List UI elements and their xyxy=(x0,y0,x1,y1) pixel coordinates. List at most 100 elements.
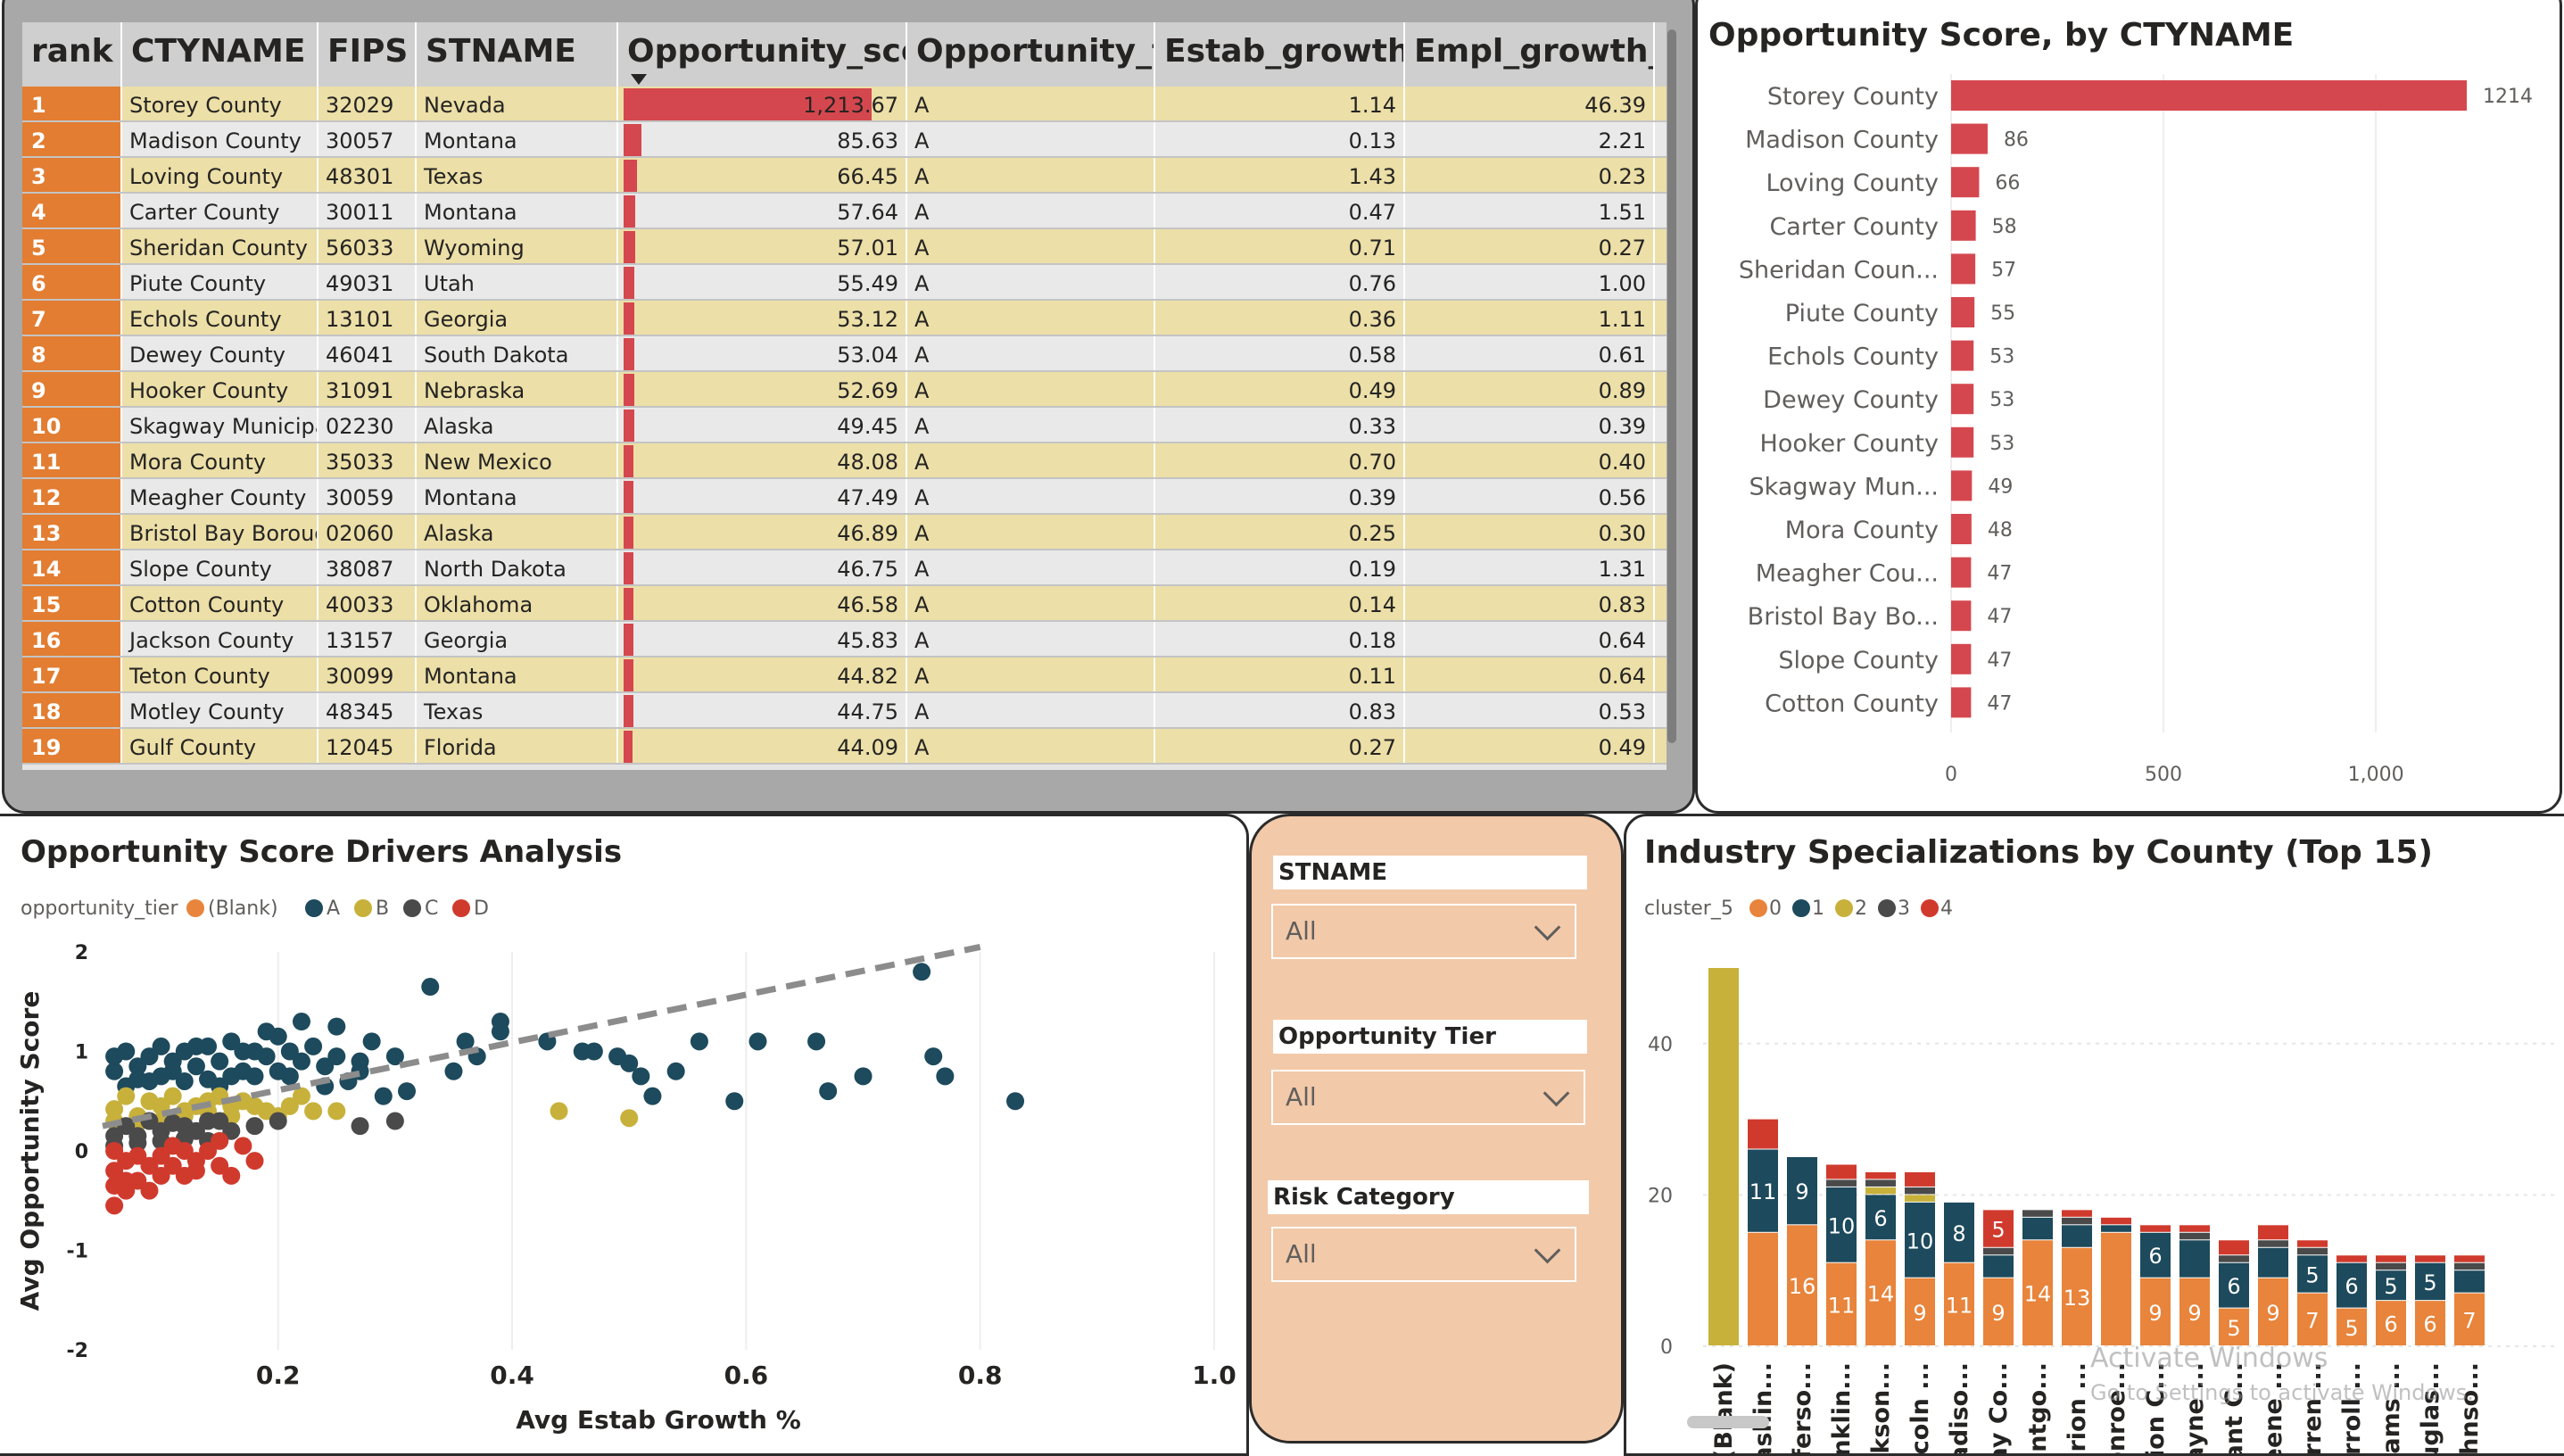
stacked-bar-segment[interactable] xyxy=(2415,1301,2445,1345)
stacked-bar-segment[interactable] xyxy=(2062,1217,2092,1225)
stacked-bar-segment[interactable] xyxy=(1905,1202,1935,1278)
scatter-point[interactable] xyxy=(211,1112,229,1130)
slicer-dropdown-stname[interactable]: All xyxy=(1271,904,1576,959)
scatter-point[interactable] xyxy=(385,1112,404,1130)
stacked-bar-segment[interactable] xyxy=(2022,1210,2053,1217)
table-row[interactable]: 8 Dewey County 46041 South Dakota 53.04 A 0.58… xyxy=(22,336,1667,372)
scatter-point[interactable] xyxy=(186,1162,205,1180)
stacked-bar-segment[interactable] xyxy=(1826,1262,1857,1345)
stacked-bar-segment[interactable] xyxy=(1865,1179,1896,1187)
chevron-down-icon[interactable] xyxy=(1543,1080,1570,1107)
scatter-point[interactable] xyxy=(245,1117,264,1136)
scatter-point[interactable] xyxy=(222,1067,241,1086)
scatter-point[interactable] xyxy=(385,1047,404,1066)
scatter-point[interactable] xyxy=(280,1096,299,1115)
scatter-point[interactable] xyxy=(374,1087,393,1105)
stacked-bar-segment[interactable] xyxy=(1826,1164,1857,1179)
stacked-bar-segment[interactable] xyxy=(1944,1262,1974,1345)
bar[interactable] xyxy=(1951,514,1972,544)
stacked-bar-segment[interactable] xyxy=(2454,1270,2485,1293)
stacked-bar-segment[interactable] xyxy=(1748,1119,1778,1149)
stacked-bar-segment[interactable] xyxy=(1708,968,1739,1345)
bar[interactable] xyxy=(1951,687,1972,718)
scatter-point[interactable] xyxy=(186,1057,205,1076)
table-row[interactable]: 17 Teton County 30099 Montana 44.82 A 0.11 0.64 xyxy=(22,658,1667,693)
scatter-point[interactable] xyxy=(105,1062,124,1080)
bar[interactable] xyxy=(1951,470,1973,501)
bar[interactable] xyxy=(1951,253,1976,285)
scatter-point[interactable] xyxy=(327,1017,346,1036)
stacked-bar-segment[interactable] xyxy=(2140,1225,2171,1232)
bar[interactable] xyxy=(1951,643,1972,674)
scatter-point[interactable] xyxy=(163,1113,182,1132)
stacked-bar-segment[interactable] xyxy=(1983,1255,2014,1278)
legend-marker[interactable] xyxy=(354,899,372,917)
stacked-bar-segment[interactable] xyxy=(2415,1255,2445,1262)
column-header-empl-growth[interactable]: Empl_growth_pct xyxy=(1405,22,1655,87)
table-row[interactable]: 6 Piute County 49031 Utah 55.49 A 0.76 1.00 xyxy=(22,265,1667,301)
stacked-bar-segment[interactable] xyxy=(2062,1247,2092,1345)
stacked-bar-segment[interactable] xyxy=(1905,1278,1935,1345)
scatter-point[interactable] xyxy=(163,1156,182,1175)
scatter-point[interactable] xyxy=(105,1047,124,1066)
table-row[interactable]: 3 Loving County 48301 Texas 66.45 A 1.43 0.23 xyxy=(22,158,1667,194)
stacked-bar-segment[interactable] xyxy=(2140,1232,2171,1278)
vertical-scrollbar[interactable] xyxy=(1667,29,1676,743)
column-header-opportunity-score[interactable]: Opportunity_score xyxy=(618,22,907,87)
scatter-point[interactable] xyxy=(269,1112,287,1130)
stacked-bar-segment[interactable] xyxy=(2219,1255,2249,1262)
table-row[interactable]: 2 Madison County 30057 Montana 85.63 A 0.13 2.2… xyxy=(22,122,1667,158)
legend-marker[interactable] xyxy=(1878,899,1896,917)
legend-marker[interactable] xyxy=(452,899,470,917)
table-row[interactable]: 18 Motley County 48345 Texas 44.75 A 0.83 0.53 xyxy=(22,693,1667,729)
scatter-point[interactable] xyxy=(292,1052,310,1071)
stacked-bar-segment[interactable] xyxy=(2415,1262,2445,1301)
scatter-point[interactable] xyxy=(936,1067,955,1086)
stacked-bar-segment[interactable] xyxy=(1787,1225,1817,1345)
legend-marker[interactable] xyxy=(1749,899,1767,917)
stacked-bar-segment[interactable] xyxy=(2297,1247,2328,1255)
stacked-bar-segment[interactable] xyxy=(1748,1232,1778,1345)
scatter-point[interactable] xyxy=(444,1062,463,1080)
stacked-bar-segment[interactable] xyxy=(1787,1157,1817,1225)
scatter-point[interactable] xyxy=(304,1037,323,1055)
scatter-point[interactable] xyxy=(222,1032,241,1051)
scatter-point[interactable] xyxy=(491,1022,509,1041)
legend-marker[interactable] xyxy=(1921,899,1939,917)
stacked-bar-segment[interactable] xyxy=(2179,1240,2210,1278)
scatter-point[interactable] xyxy=(725,1092,744,1111)
table-row[interactable]: 1 Storey County 32029 Nevada 1,213.67 A 1.14 46… xyxy=(22,87,1667,122)
stacked-bar-segment[interactable] xyxy=(2101,1217,2131,1225)
stacked-bar-segment[interactable] xyxy=(1983,1210,2014,1247)
legend-label[interactable]: 4 xyxy=(1940,898,1953,920)
scatter-point[interactable] xyxy=(222,1121,241,1140)
stacked-bar-segment[interactable] xyxy=(1944,1202,1974,1262)
scatter-point[interactable] xyxy=(456,1032,475,1051)
scatter-point[interactable] xyxy=(292,1087,310,1105)
scatter-point[interactable] xyxy=(222,1166,241,1185)
scatter-point[interactable] xyxy=(398,1082,417,1101)
bar[interactable] xyxy=(1951,297,1975,327)
scatter-point[interactable] xyxy=(632,1067,650,1086)
stacked-bar-segment[interactable] xyxy=(2297,1255,2328,1293)
scatter-point[interactable] xyxy=(199,1142,218,1160)
stacked-bar-segment[interactable] xyxy=(1865,1187,1896,1195)
bar[interactable] xyxy=(1951,340,1974,371)
scatter-point[interactable] xyxy=(128,1134,147,1153)
scatter-point[interactable] xyxy=(234,1137,252,1155)
legend-marker[interactable] xyxy=(305,899,323,917)
scatter-point[interactable] xyxy=(175,1071,194,1090)
scatter-point[interactable] xyxy=(211,1156,229,1175)
column-header-estab-growth[interactable]: Estab_growth_pct xyxy=(1155,22,1405,87)
scatter-point[interactable] xyxy=(128,1146,147,1165)
table-row[interactable]: 12 Meagher County 30059 Montana 47.49 A 0.39 0.… xyxy=(22,479,1667,515)
stacked-bar-segment[interactable] xyxy=(2376,1270,2406,1301)
legend-label[interactable]: 0 xyxy=(1769,898,1782,920)
stacked-bar-segment[interactable] xyxy=(2376,1255,2406,1262)
scatter-point[interactable] xyxy=(280,1042,299,1061)
stacked-bar-segment[interactable] xyxy=(2376,1301,2406,1345)
stacked-bar-segment[interactable] xyxy=(1905,1195,1935,1202)
scatter-point[interactable] xyxy=(128,1070,147,1088)
chevron-down-icon[interactable] xyxy=(1534,914,1561,941)
